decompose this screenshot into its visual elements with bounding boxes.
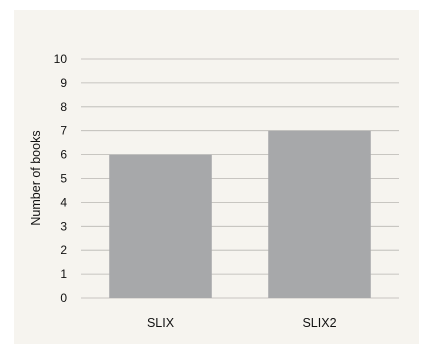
y-tick-label: 2 — [60, 243, 67, 257]
y-tick-label: 8 — [60, 100, 67, 114]
y-tick-label: 3 — [60, 219, 67, 233]
x-category-labels: SLIX SLIX2 — [147, 316, 337, 330]
y-tick-label: 0 — [60, 291, 67, 305]
bars — [109, 130, 371, 298]
y-tick-label: 7 — [60, 124, 67, 138]
y-axis-title: Number of books — [29, 130, 43, 225]
x-category-label: SLIX — [147, 316, 175, 330]
bar-slix — [109, 154, 212, 298]
y-tick-label: 1 — [60, 267, 67, 281]
y-tick-label: 9 — [60, 76, 67, 90]
x-category-label: SLIX2 — [302, 316, 336, 330]
y-tick-label: 6 — [60, 148, 67, 162]
y-tick-label: 5 — [60, 172, 67, 186]
y-tick-labels: 0 1 2 3 4 5 6 7 8 9 10 — [54, 52, 68, 305]
y-tick-label: 10 — [54, 52, 68, 66]
bar-slix2 — [268, 130, 371, 298]
y-tick-label: 4 — [60, 195, 67, 209]
